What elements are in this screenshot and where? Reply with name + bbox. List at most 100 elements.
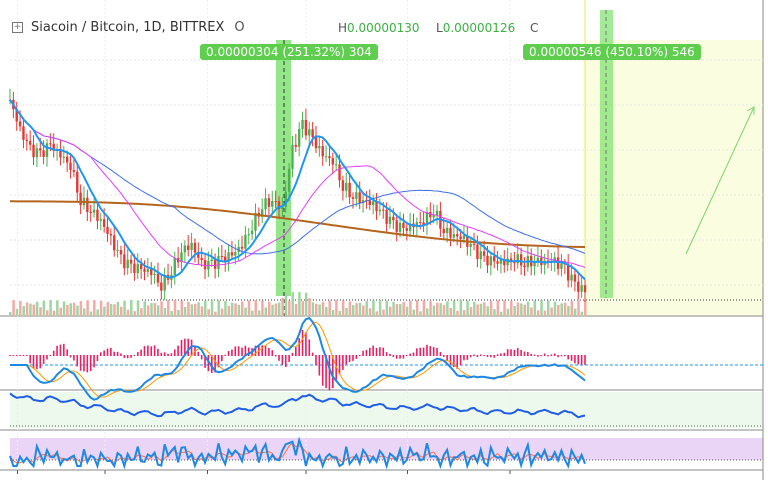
candle-body — [254, 212, 257, 231]
macd-histogram-bar — [332, 355, 334, 389]
volume-bar — [409, 300, 412, 316]
macd-histogram-bar — [36, 355, 38, 370]
candle-body — [52, 143, 55, 151]
measure-label-1[interactable]: 0.00000304 (251.32%) 304 — [200, 44, 378, 60]
candle-body — [133, 263, 136, 274]
candle-body — [113, 235, 116, 251]
candle-body — [503, 259, 506, 266]
volume-bar — [341, 300, 345, 316]
volume-bar — [388, 306, 392, 316]
volume-bar — [506, 308, 510, 316]
expand-icon[interactable]: + — [12, 22, 23, 33]
volume-bar — [462, 310, 466, 316]
high-label: H — [338, 21, 348, 35]
macd-histogram-bar — [79, 355, 82, 371]
volume-bar — [469, 307, 473, 316]
volume-bar — [331, 310, 335, 316]
candle-body — [72, 170, 76, 172]
volume-bar — [365, 301, 368, 316]
candle-body — [509, 258, 513, 261]
volume-bar — [224, 301, 227, 316]
macd-histogram-bar — [456, 355, 459, 369]
volume-bar — [479, 303, 483, 316]
volume-bar — [274, 303, 278, 316]
macd-histogram-bar — [170, 353, 173, 356]
candle-body — [506, 258, 509, 266]
macd-histogram-bar — [66, 349, 68, 356]
candle-body — [419, 222, 422, 224]
volume-bar — [261, 300, 264, 316]
volume-bar — [69, 303, 73, 316]
volume-bar — [510, 300, 513, 316]
candle-body — [493, 256, 496, 262]
volume-bar — [200, 306, 204, 316]
macd-histogram-bar — [409, 353, 411, 356]
low-label: L — [436, 21, 443, 35]
macd-histogram-bar — [473, 354, 475, 356]
macd-histogram-bar — [214, 355, 216, 373]
volume-bar — [526, 301, 530, 316]
volume-bar — [553, 301, 557, 316]
volume-bar — [267, 301, 271, 316]
macd-histogram-bar — [15, 355, 18, 356]
volume-bar — [193, 303, 197, 316]
candle-body — [334, 164, 338, 166]
candle-body — [76, 171, 79, 193]
macd-histogram-bar — [372, 345, 374, 356]
macd-histogram-bar — [93, 355, 95, 368]
volume-bar — [52, 310, 56, 316]
candle-body — [109, 233, 113, 236]
volume-bar — [177, 309, 180, 316]
volume-bar — [429, 301, 432, 316]
macd-histogram-bar — [399, 355, 401, 359]
volume-bar — [419, 311, 422, 316]
candle-body — [119, 250, 123, 255]
candle-body — [102, 219, 106, 227]
macd-histogram-bar — [295, 347, 297, 356]
candle-body — [25, 139, 29, 142]
candle-body — [224, 256, 227, 263]
candle-body — [445, 227, 449, 234]
volume-bar — [547, 300, 550, 316]
candle-body — [395, 220, 398, 232]
candle-body — [533, 262, 536, 267]
candle-body — [371, 201, 375, 205]
candle-body — [382, 209, 385, 211]
volume-bar — [32, 304, 36, 316]
volume-bar — [12, 300, 15, 316]
macd-histogram-bar — [503, 352, 506, 356]
volume-bar — [281, 297, 284, 316]
candle-body — [486, 255, 489, 266]
macd-histogram-bar — [338, 355, 341, 375]
volume-bar — [557, 304, 560, 316]
projection-area — [585, 40, 763, 316]
macd-histogram-bar — [436, 347, 438, 356]
candle-body — [92, 209, 96, 213]
macd-histogram-bar — [73, 355, 75, 361]
symbol-title: Siacoin / Bitcoin, 1D, BITTREX — [31, 20, 225, 35]
macd-histogram-bar — [500, 353, 502, 356]
volume-bar — [220, 308, 224, 316]
volume-bar — [503, 300, 506, 316]
volume-bar — [405, 306, 409, 316]
macd-histogram-bar — [231, 349, 233, 356]
candle-body — [368, 200, 371, 205]
candle-body — [99, 219, 102, 221]
volume-bar — [496, 300, 500, 316]
volume-bar — [523, 304, 526, 316]
volume-bar — [378, 300, 382, 316]
candle-body — [126, 259, 129, 269]
candle-body — [210, 259, 213, 262]
measure-label-2[interactable]: 0.00000546 (450.10%) 546 — [523, 44, 701, 60]
candle-body — [116, 250, 119, 252]
volume-bar — [133, 311, 136, 316]
macd-histogram-bar — [278, 355, 280, 361]
volume-bar — [42, 300, 46, 316]
volume-bar — [170, 311, 173, 316]
macd-histogram-bar — [453, 355, 455, 368]
macd-histogram-bar — [133, 354, 136, 356]
macd-histogram-bar — [379, 347, 381, 356]
candle-body — [49, 143, 52, 145]
volume-bar — [93, 300, 96, 316]
